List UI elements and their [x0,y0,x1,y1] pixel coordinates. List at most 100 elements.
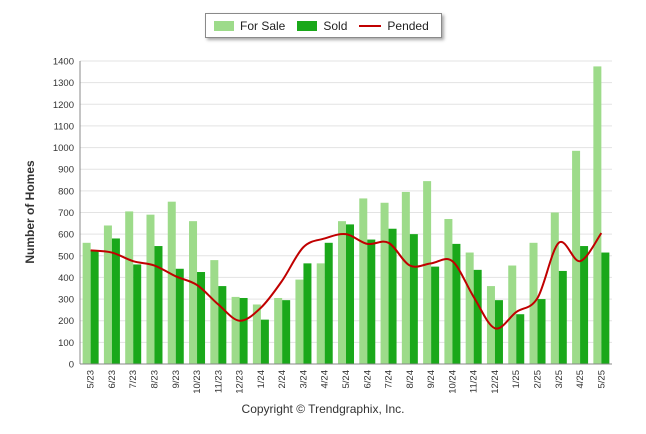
bar-sold[interactable] [431,266,440,364]
bar-for-sale[interactable] [550,212,559,365]
x-tick-label: 8/24 [405,370,416,389]
bar-for-sale[interactable] [210,260,219,364]
legend-swatch-for-sale [214,20,234,31]
bar-sold[interactable] [133,264,142,364]
bar-sold[interactable] [473,269,482,364]
y-tick-label: 700 [58,208,74,219]
bar-sold[interactable] [601,252,610,364]
y-tick-label: 0 [69,360,74,371]
y-tick-label: 300 [58,295,74,306]
y-axis-ticks: 0 100 200 300 400 500 600 700 800 900 1000 1100 1200… [53,57,74,371]
legend-label-pended: Pended [387,18,429,33]
x-tick-label: 9/23 [171,370,182,389]
bar-for-sale[interactable] [167,201,176,364]
x-tick-label: 11/23 [213,370,224,393]
bar-sold[interactable] [388,228,397,364]
y-tick-label: 1200 [53,100,74,111]
x-tick-label: 5/25 [596,370,607,389]
x-tick-label: 6/23 [107,370,118,389]
x-tick-label: 10/24 [447,370,458,394]
bar-sold[interactable] [260,319,269,364]
x-tick-label: 3/25 [554,370,565,389]
x-tick-label: 5/23 [86,370,97,389]
bar-sold[interactable] [580,246,589,364]
y-tick-label: 500 [58,251,74,262]
bar-sold[interactable] [494,300,503,364]
x-tick-label: 12/24 [490,370,501,394]
bar-sold[interactable] [303,263,312,364]
bar-for-sale[interactable] [125,211,134,364]
y-tick-label: 900 [58,165,74,176]
x-tick-label: 8/23 [149,370,160,389]
y-tick-label: 100 [58,338,74,349]
bar-sold[interactable] [175,268,184,364]
legend-item-pended[interactable]: Pended [359,18,429,33]
legend: For Sale Sold Pended [205,13,442,38]
x-tick-label: 4/25 [575,370,586,389]
pended-line[interactable] [90,232,603,330]
y-tick-label: 200 [58,316,74,327]
x-tick-label: 5/24 [341,370,352,389]
legend-item-sold[interactable]: Sold [297,19,347,33]
y-axis-label: Number of Homes [23,160,37,264]
bar-for-sale[interactable] [82,242,91,364]
bar-for-sale[interactable] [189,221,198,364]
bar-sold[interactable] [452,243,461,364]
pended-line-layer [90,232,603,330]
x-tick-label: 2/24 [277,370,288,389]
bar-sold[interactable] [516,314,525,364]
legend-swatch-pended [359,24,382,27]
bar-for-sale[interactable] [572,150,581,364]
bar-for-sale[interactable] [146,214,155,364]
x-tick-label: 1/25 [511,370,522,389]
x-tick-label: 10/23 [192,370,203,394]
x-tick-label: 2/25 [533,370,544,389]
bar-sold[interactable] [282,300,291,364]
bar-for-sale[interactable] [593,66,602,365]
bar-for-sale[interactable] [359,198,368,364]
copyright-footer: Copyright © Trendgraphix, Inc. [241,402,405,416]
bar-sold[interactable] [409,234,418,364]
x-tick-label: 4/24 [320,370,331,389]
bar-sold[interactable] [111,238,120,364]
y-tick-label: 1000 [53,143,74,154]
bar-for-sale[interactable] [295,279,304,364]
y-tick-label: 1400 [53,57,74,68]
bar-sold[interactable] [346,224,354,364]
bar-sold[interactable] [537,299,546,364]
bar-for-sale[interactable] [338,221,346,364]
axis-lines [79,61,612,365]
bar-sold[interactable] [367,239,376,364]
bar-sold[interactable] [558,270,567,364]
bar-for-sale[interactable] [252,304,261,364]
legend-item-for-sale[interactable]: For Sale [214,19,285,33]
y-tick-label: 1100 [54,121,74,132]
legend-label-for-sale: For Sale [240,18,286,33]
bar-for-sale[interactable] [465,252,474,364]
bar-sold[interactable] [197,272,206,364]
y-tick-label: 800 [58,186,74,197]
x-tick-label: 3/24 [298,370,309,389]
x-tick-label: 7/24 [384,370,395,389]
bar-sold[interactable] [218,286,227,364]
bar-for-sale[interactable] [103,225,112,364]
bar-sold[interactable] [324,242,333,364]
x-tick-label: 11/24 [469,370,480,393]
bar-for-sale[interactable] [316,263,325,364]
bar-for-sale[interactable] [444,218,453,364]
x-axis-ticks: 5/23 6/23 7/23 8/23 9/23 10/23 11/23 12/23 1/24 2… [86,370,608,394]
bar-for-sale[interactable] [401,191,410,364]
bar-sold[interactable] [239,297,248,364]
bar-for-sale[interactable] [423,181,432,364]
bar-sold[interactable] [154,246,163,364]
x-tick-label: 9/24 [426,370,437,389]
bar-for-sale[interactable] [274,297,283,364]
bar-for-sale[interactable] [231,296,240,364]
bar-sold[interactable] [90,250,99,364]
legend-swatch-sold [297,20,318,31]
bar-for-sale[interactable] [380,202,389,364]
legend-label-sold: Sold [323,18,348,33]
x-tick-label: 1/24 [256,370,267,389]
x-tick-label: 6/24 [362,370,373,389]
